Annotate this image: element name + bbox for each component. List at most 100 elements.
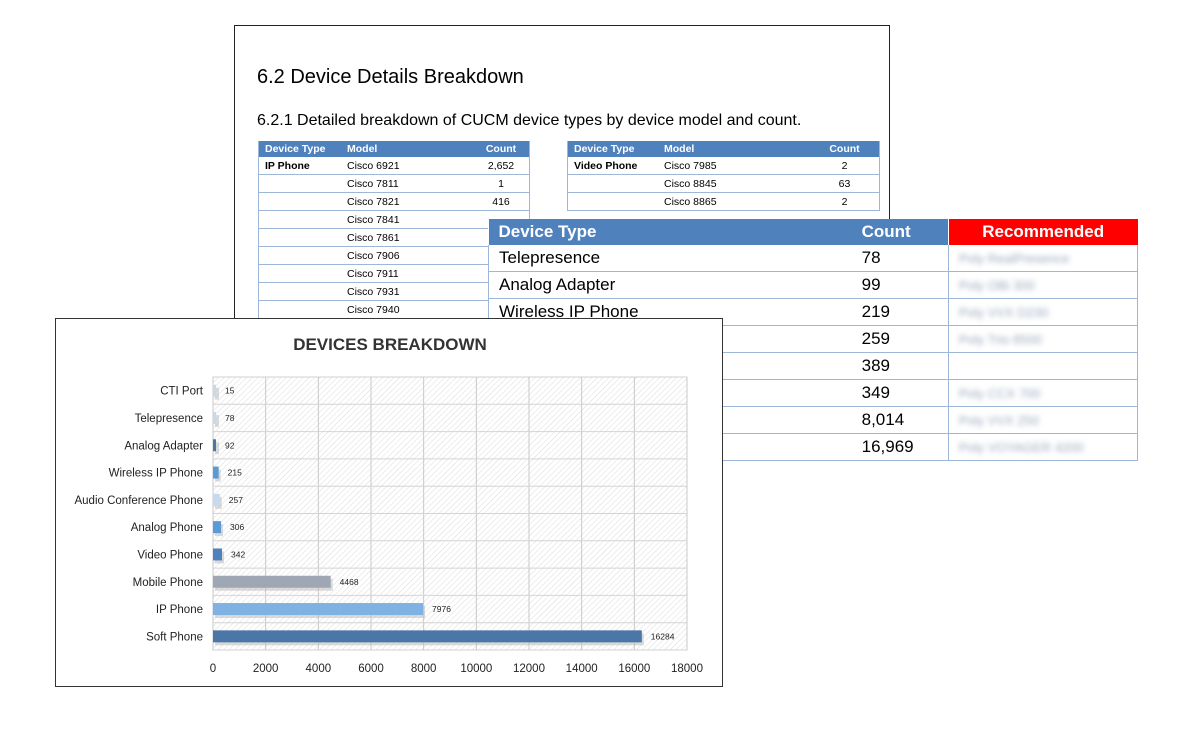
section-heading: 6.2 Device Details Breakdown xyxy=(257,66,524,88)
bar xyxy=(213,603,424,616)
count-cell: 1 xyxy=(473,174,530,193)
device-model-table-right: Device Type Model Count Video Phone Cisco… xyxy=(567,141,880,211)
table-row: Cisco 8845 63 xyxy=(567,174,880,193)
x-tick-label: 2000 xyxy=(253,663,279,675)
data-label: 16284 xyxy=(651,631,675,641)
recommended-cell: Poly VVX D230 xyxy=(947,298,1139,326)
category-label: IP Phone xyxy=(156,604,203,616)
count-cell: 259 xyxy=(851,325,949,353)
x-tick-label: 0 xyxy=(210,663,216,675)
data-label: 257 xyxy=(229,495,243,505)
category-label: Mobile Phone xyxy=(133,577,203,589)
count-cell: 219 xyxy=(851,298,949,326)
bar xyxy=(213,575,331,588)
model-cell: Cisco 7931 xyxy=(341,282,473,301)
model-cell: Cisco 8845 xyxy=(658,174,810,193)
column-header-recommended: Recommended xyxy=(947,219,1138,245)
table-row: IP Phone Cisco 6921 2,652 xyxy=(258,157,530,175)
device-type-cell xyxy=(258,174,341,193)
bar xyxy=(213,521,222,534)
column-header-device-type: Device Type xyxy=(258,141,341,157)
table-header-row: Device Type Count Recommended xyxy=(488,219,1138,245)
category-label: Analog Phone xyxy=(131,522,203,534)
bar xyxy=(213,630,642,643)
x-tick-label: 6000 xyxy=(358,663,384,675)
device-type-cell: IP Phone xyxy=(258,157,341,175)
column-header-model: Model xyxy=(341,141,473,157)
count-cell: 2 xyxy=(810,157,880,175)
count-cell: 2,652 xyxy=(473,157,530,175)
table-header-row: Device Type Model Count xyxy=(567,141,880,157)
count-cell: 389 xyxy=(851,352,949,380)
recommended-cell: Poly OBi 300 xyxy=(947,271,1139,299)
table-row: Telepresence 78 Poly RealPresence xyxy=(487,245,1139,272)
device-type-cell xyxy=(258,228,341,247)
category-label: CTI Port xyxy=(160,386,204,398)
bar xyxy=(213,439,216,452)
model-cell: Cisco 7821 xyxy=(341,192,473,211)
table-row: Analog Adapter 99 Poly OBi 300 xyxy=(487,271,1139,299)
section-subheading: 6.2.1 Detailed breakdown of CUCM device … xyxy=(257,112,802,129)
category-label: Analog Adapter xyxy=(124,440,203,452)
x-tick-label: 14000 xyxy=(566,663,598,675)
table-row: Wireless IP Phone 219 Poly VVX D230 xyxy=(487,298,1139,326)
x-tick-label: 4000 xyxy=(306,663,332,675)
bar-shadow xyxy=(215,387,219,400)
bar-shadow xyxy=(215,442,219,455)
recommended-cell: Poly CCX 700 xyxy=(947,379,1139,407)
model-cell: Cisco 8865 xyxy=(658,192,810,211)
table-row: Cisco 7821 416 xyxy=(258,192,530,211)
x-axis-ticks: 0 2000 4000 6000 8000 10000 12000 14000 16000 180… xyxy=(210,663,703,675)
category-labels: CTI Port Telepresence Analog Adapter Wirele… xyxy=(74,386,203,644)
category-label: Wireless IP Phone xyxy=(109,468,203,480)
category-label: Audio Conference Phone xyxy=(74,495,203,507)
device-type-cell xyxy=(258,192,341,211)
model-cell: Cisco 7811 xyxy=(341,174,473,193)
column-header-model: Model xyxy=(658,141,810,157)
recommended-cell: Poly RealPresence xyxy=(947,245,1139,272)
x-tick-label: 8000 xyxy=(411,663,437,675)
recommended-cell: Poly Trio 8500 xyxy=(947,325,1139,353)
category-label: Video Phone xyxy=(137,549,203,561)
bars: 15 78 92 215 257 306 342 4468 7976 16284 xyxy=(213,384,675,646)
x-tick-label: 16000 xyxy=(618,663,650,675)
devices-breakdown-chart: DEVICES BREAKDOWN 15 78 92 215 257 306 342 4468… xyxy=(55,318,723,687)
recommended-cell: Poly VVX 250 xyxy=(947,406,1139,434)
column-header-device-type: Device Type xyxy=(488,219,852,245)
device-type-cell xyxy=(567,174,658,193)
data-label: 15 xyxy=(225,386,235,396)
device-type-cell: Video Phone xyxy=(567,157,658,175)
data-label: 342 xyxy=(231,549,245,559)
bar xyxy=(213,384,216,397)
x-tick-label: 12000 xyxy=(513,663,545,675)
data-label: 215 xyxy=(228,468,242,478)
table-row: Video Phone Cisco 7985 2 xyxy=(567,157,880,175)
device-type-cell xyxy=(567,192,658,211)
model-cell: Cisco 7861 xyxy=(341,228,473,247)
data-label: 4468 xyxy=(340,577,359,587)
count-cell: 78 xyxy=(851,245,949,272)
chart-title: DEVICES BREAKDOWN xyxy=(293,335,487,354)
count-cell: 349 xyxy=(851,379,949,407)
device-type-cell xyxy=(258,246,341,265)
document-page: 6.2 Device Details Breakdown 6.2.1 Detai… xyxy=(234,25,890,325)
model-cell: Cisco 6921 xyxy=(341,157,473,175)
bar xyxy=(213,548,223,561)
count-cell: 16,969 xyxy=(851,433,949,461)
device-type-cell xyxy=(258,210,341,229)
count-cell: 99 xyxy=(851,271,949,299)
bar xyxy=(213,493,220,506)
model-cell: Cisco 7985 xyxy=(658,157,810,175)
x-tick-label: 18000 xyxy=(671,663,703,675)
column-header-count: Count xyxy=(810,141,880,157)
table-row: Cisco 7811 1 xyxy=(258,174,530,193)
column-header-count: Count xyxy=(851,219,949,245)
model-cell: Cisco 7906 xyxy=(341,246,473,265)
count-cell: 63 xyxy=(810,174,880,193)
category-label: Telepresence xyxy=(135,413,203,425)
count-cell: 8,014 xyxy=(851,406,949,434)
model-cell: Cisco 7940 xyxy=(341,300,473,319)
table-header-row: Device Type Model Count xyxy=(258,141,530,157)
chart-canvas: DEVICES BREAKDOWN 15 78 92 215 257 306 342 4468… xyxy=(74,335,703,675)
bar xyxy=(213,466,219,479)
